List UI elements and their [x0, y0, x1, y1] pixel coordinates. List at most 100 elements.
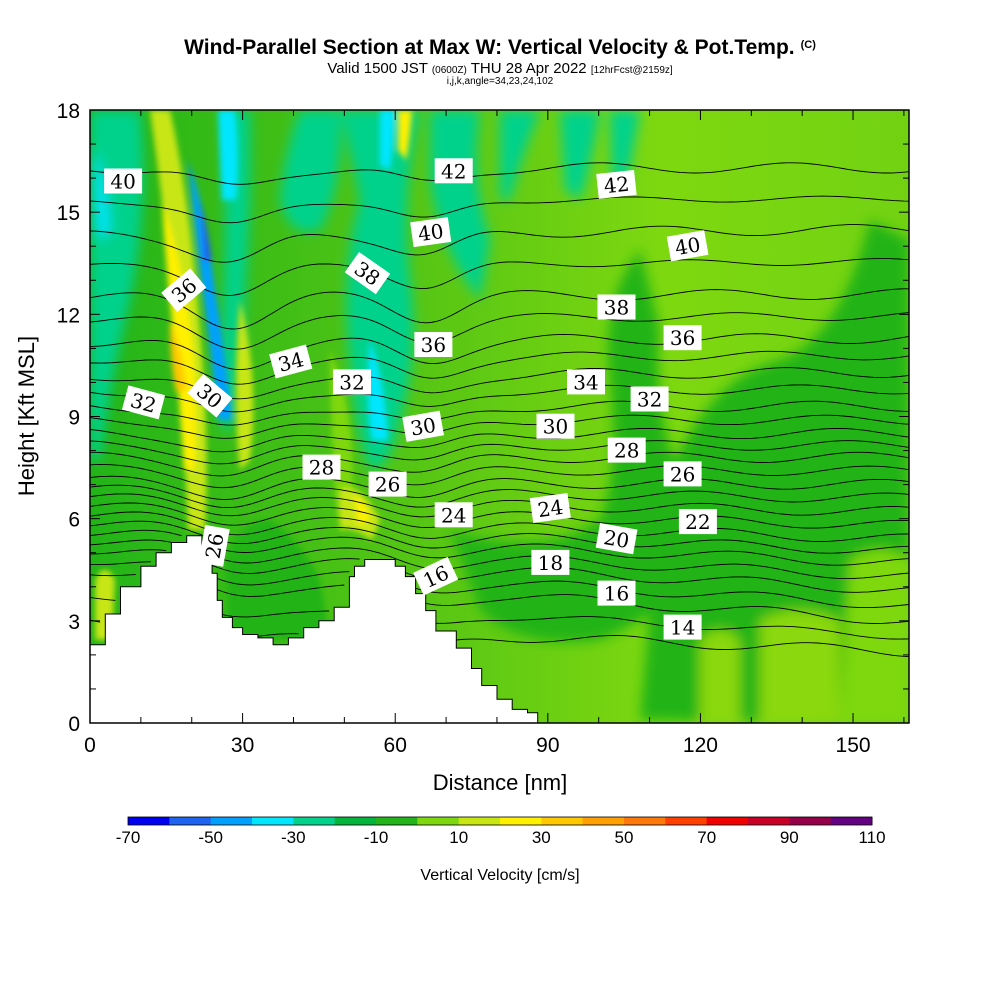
theta-contour-32-half: [90, 384, 909, 413]
contour-label: 16: [597, 580, 636, 606]
svg-text:32: 32: [637, 388, 662, 412]
colorbar-tick-label: -30: [281, 828, 306, 847]
valid-time-line: Valid 1500 JST (0600Z) THU 28 Apr 2022 […: [327, 60, 673, 77]
theta-contour-20: [201, 536, 909, 566]
svg-text:40: 40: [673, 232, 702, 260]
colorbar-tick-label: -10: [364, 828, 389, 847]
theta-contour-42: [90, 162, 909, 185]
chart-title: Wind-Parallel Section at Max W: Vertical…: [184, 36, 816, 59]
svg-text:22: 22: [685, 510, 710, 534]
y-axis-label: Height [Kft MSL]: [14, 336, 39, 496]
contour-label: 28: [302, 454, 341, 480]
contour-label: 40: [410, 217, 452, 248]
theta-contour-14-half: [222, 610, 330, 618]
colorbar-swatch: [293, 817, 336, 825]
svg-text:26: 26: [375, 473, 400, 497]
svg-text:18: 18: [538, 551, 563, 575]
theta-contour-16-half: [90, 561, 152, 566]
colorbar-tick-label: -50: [198, 828, 223, 847]
svg-text:34: 34: [573, 370, 598, 394]
contour-label: 26: [368, 471, 407, 497]
svg-text:14: 14: [670, 616, 695, 640]
y-tick-label: 0: [68, 713, 80, 736]
svg-text:36: 36: [421, 333, 446, 357]
svg-text:38: 38: [604, 296, 629, 320]
theta-contour-40: [90, 224, 909, 263]
x-tick-label: 90: [536, 734, 559, 757]
theta-contour-16: [425, 594, 909, 624]
contour-label: 20: [595, 522, 638, 555]
theta-contour-26: [90, 475, 909, 500]
colorbar-swatch: [500, 817, 542, 825]
y-tick-label: 9: [68, 407, 80, 430]
svg-text:26: 26: [201, 531, 229, 560]
colorbar-tick-label: 10: [449, 828, 468, 847]
colorbar-tick-label: 50: [615, 828, 634, 847]
svg-text:24: 24: [441, 503, 466, 527]
svg-text:42: 42: [441, 159, 466, 183]
theta-contour-24-half: [90, 484, 909, 509]
svg-text:26: 26: [670, 462, 695, 486]
contour-label: 18: [531, 549, 570, 575]
theta-contour-16-half: [415, 580, 909, 609]
contour-label: 40: [666, 230, 709, 262]
theta-contour-24: [90, 493, 909, 518]
svg-text:40: 40: [417, 219, 446, 246]
colorbar-swatch: [169, 817, 212, 825]
contour-label: 30: [536, 413, 575, 439]
potential-temperature-contours: [90, 162, 909, 658]
contour-label: 14: [663, 614, 702, 640]
theta-contour-28-half: [90, 440, 909, 465]
svg-text:30: 30: [543, 415, 568, 439]
theta-contour-34-half: [90, 350, 909, 385]
contour-label: 30: [402, 410, 444, 442]
x-tick-label: 120: [683, 734, 718, 757]
grid-index-subtitle: i,j,k,angle=34,23,24,102: [446, 76, 554, 87]
theta-contour-28: [90, 451, 909, 477]
contour-label: 40: [104, 168, 143, 194]
theta-contour-36: [90, 333, 909, 371]
contour-label: 38: [597, 294, 636, 320]
colorbar-swatch: [789, 817, 832, 825]
colorbar-swatch: [376, 817, 418, 825]
contour-label: 22: [678, 509, 717, 535]
y-tick-label: 6: [68, 509, 80, 532]
contour-label: 26: [198, 524, 230, 567]
x-axis-label: Distance [nm]: [433, 770, 568, 795]
theta-contour-18: [90, 549, 167, 555]
colorbar-title: Vertical Velocity [cm/s]: [420, 867, 579, 884]
contour-label: 42: [434, 158, 473, 184]
colorbar-swatch: [624, 817, 666, 825]
theta-contour-26-half: [90, 464, 909, 489]
colorbar-tick-label: 110: [858, 828, 885, 847]
theta-contour-30: [90, 427, 909, 453]
contour-label: 28: [607, 437, 646, 463]
theta-contour-22-half: [90, 502, 909, 529]
colorbar-swatch: [252, 817, 294, 825]
copyright-mark: (C): [800, 39, 816, 51]
x-tick-label: 0: [84, 734, 96, 757]
svg-text:28: 28: [614, 439, 639, 463]
colorbar-swatch: [417, 817, 460, 825]
svg-text:32: 32: [339, 370, 364, 394]
colorbar-tick-label: 30: [532, 828, 551, 847]
y-tick-label: 15: [57, 202, 80, 225]
theta-contour-30-half: [90, 414, 909, 439]
theta-contour-14: [257, 633, 299, 637]
colorbar-tick-label: 70: [697, 828, 716, 847]
colorbar-swatch: [706, 817, 749, 825]
x-axis: 0 30 60 90 120 150: [84, 110, 905, 757]
theta-contour-36-half: [90, 312, 909, 350]
theta-contour-14-half: [90, 596, 116, 601]
theta-contour-18-half: [90, 539, 172, 546]
colorbar-swatch: [830, 817, 873, 825]
contour-label: 26: [663, 461, 702, 487]
theta-contour-16-half: [217, 571, 350, 586]
theta-contour-14: [456, 635, 909, 658]
colorbar-tick-label: -70: [116, 828, 141, 847]
theta-contour-38: [90, 288, 909, 330]
contour-label: 36: [663, 325, 702, 351]
contour-label: 32: [630, 386, 669, 412]
